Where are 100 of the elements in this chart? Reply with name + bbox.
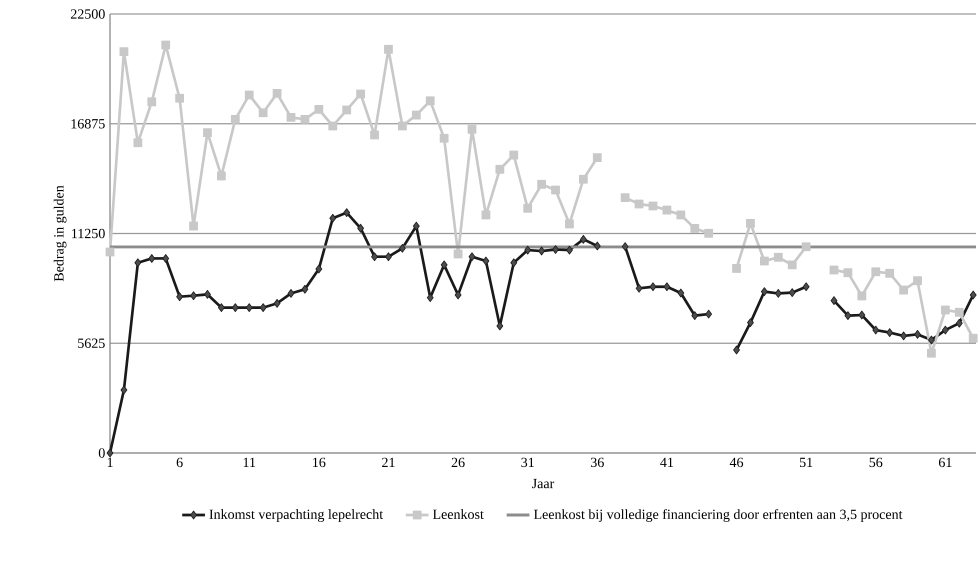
point [440,134,449,143]
point [691,311,698,320]
point [940,306,950,314]
point [565,220,574,228]
point [928,336,935,344]
point [788,260,797,270]
point [857,292,866,300]
point [580,234,587,244]
point [120,47,128,56]
point [385,252,392,262]
point [230,114,240,124]
point [343,208,350,218]
point [509,150,518,160]
point [844,311,852,320]
point [900,332,907,340]
point [760,256,769,266]
point [885,268,894,278]
point [258,108,268,118]
point [704,228,714,238]
point [858,310,866,320]
point [260,303,267,312]
x-tick-label: 36 [590,458,604,468]
point [954,308,964,317]
x-tick-label: 26 [452,458,465,468]
y-tick-label: 0 [98,448,105,458]
point [634,200,644,208]
point [913,276,922,286]
x-tick-label: 21 [382,458,395,467]
point [314,104,324,114]
point [662,206,672,214]
point [970,290,977,300]
point [288,288,294,298]
point [147,97,156,106]
x-tick-label: 6 [176,458,183,468]
point [578,174,588,184]
point [328,122,338,130]
point [592,153,602,162]
x-tick-label: 51 [800,458,812,468]
point [942,326,949,334]
point [537,180,546,189]
point [552,245,559,254]
point [412,110,421,120]
point [956,318,963,328]
point [746,218,755,228]
point [315,264,322,274]
point [496,322,504,330]
x-tick-label: 1 [108,458,113,467]
x-tick-label: 56 [870,458,882,468]
point [357,224,364,233]
point [690,224,700,233]
point [495,164,504,174]
point [398,244,406,253]
point [371,252,378,262]
point [370,130,379,140]
point [551,186,560,194]
x-tick-label: 46 [730,458,744,468]
point [189,222,198,230]
point [106,248,114,256]
point [426,96,435,106]
point [398,122,407,130]
point [523,204,532,213]
point [732,264,741,273]
point [566,246,573,254]
point [162,254,170,263]
point [440,260,448,270]
point [218,303,225,312]
point [677,288,684,298]
point [148,254,156,263]
y-tick-label: 22500 [70,9,105,19]
point [524,246,532,254]
point [286,113,296,122]
point [272,89,282,98]
y-tick-label: 16875 [72,119,105,128]
point [594,242,601,250]
point [760,287,768,296]
point [747,318,754,328]
point [274,298,280,308]
point [329,214,336,223]
x-tick-label: 11 [244,458,256,467]
point [134,258,142,268]
point [774,252,783,262]
point [454,290,462,300]
x-tick-label: 41 [660,458,674,467]
point [510,258,518,268]
point [636,284,642,293]
point [203,128,212,138]
point [342,106,352,114]
point [844,268,852,278]
point [468,124,476,134]
point [454,250,462,258]
point [886,328,894,338]
point [871,267,880,276]
point [133,138,142,148]
point [176,292,184,302]
x-axis-title: Jaar [532,478,554,488]
point [302,284,308,294]
point [216,172,226,180]
point [482,256,490,266]
point [300,114,310,124]
point [648,202,658,210]
